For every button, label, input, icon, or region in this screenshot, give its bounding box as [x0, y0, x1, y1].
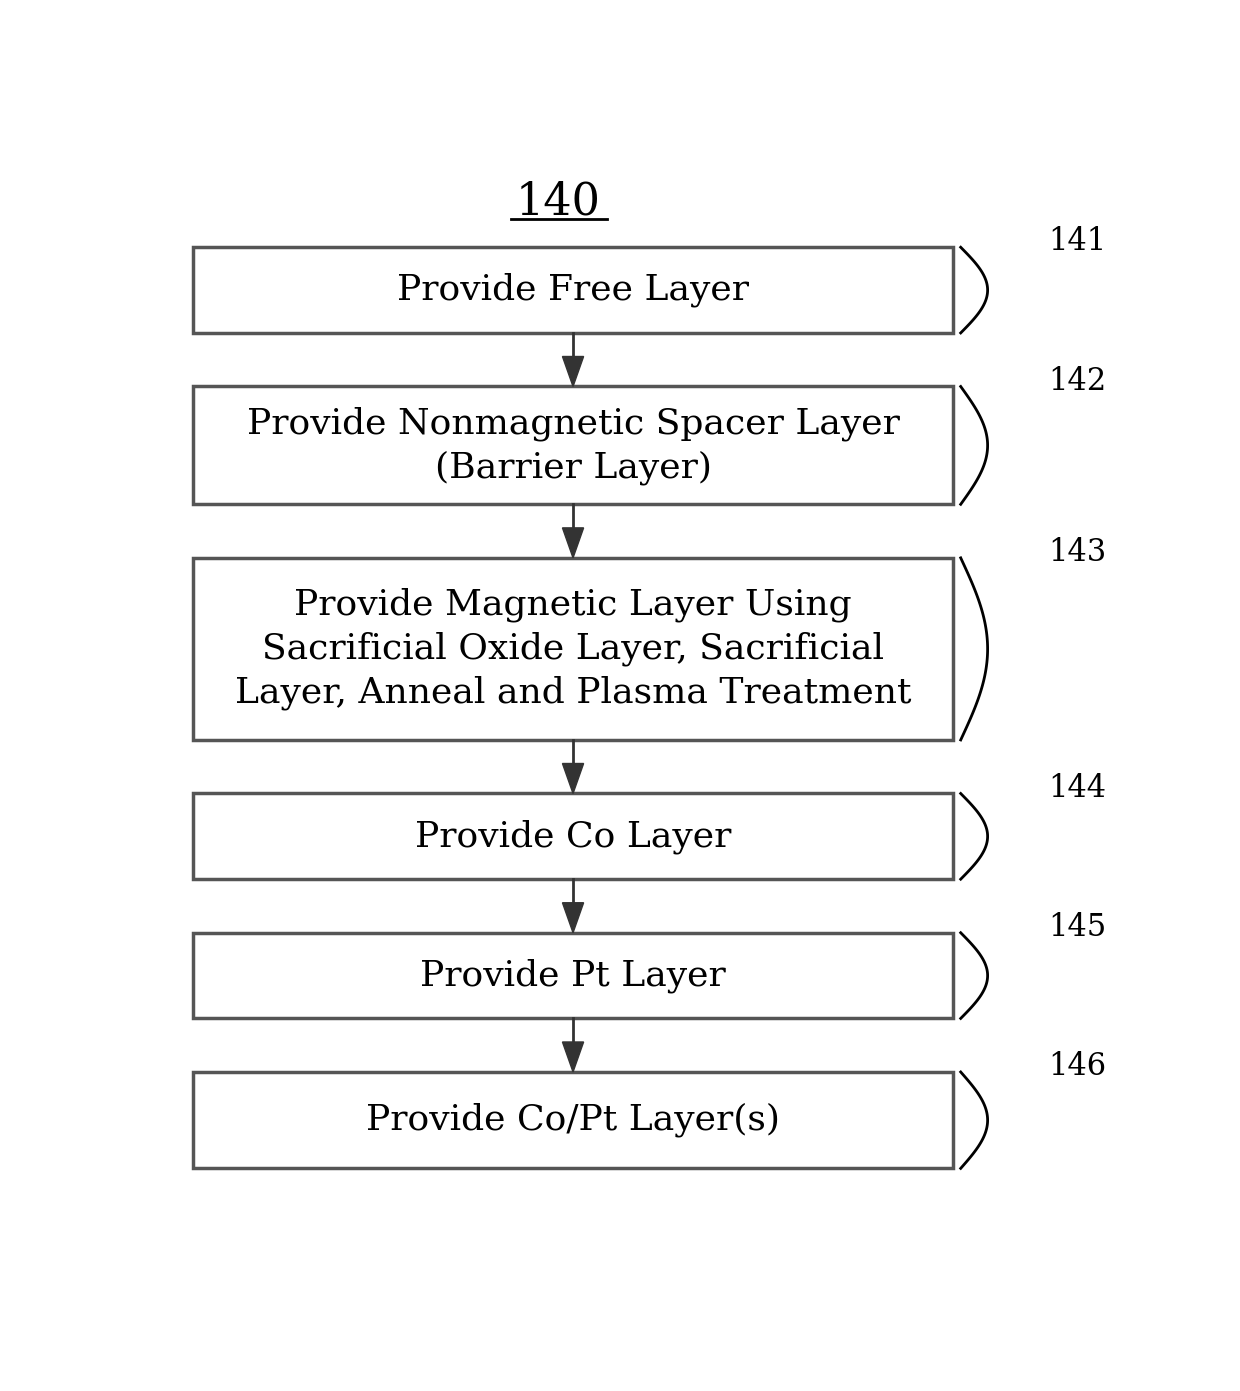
Text: 141: 141: [1049, 227, 1107, 257]
Text: Provide Co Layer: Provide Co Layer: [415, 819, 732, 854]
Bar: [193, 558, 952, 740]
Text: 145: 145: [1049, 912, 1107, 943]
Text: 140: 140: [516, 181, 601, 224]
Bar: [193, 248, 952, 332]
Text: 144: 144: [1049, 772, 1107, 804]
Text: Provide Magnetic Layer Using
Sacrificial Oxide Layer, Sacrificial
Layer, Anneal : Provide Magnetic Layer Using Sacrificial…: [234, 588, 911, 709]
Bar: [193, 387, 952, 505]
Bar: [193, 793, 952, 879]
Text: 143: 143: [1049, 537, 1107, 568]
Polygon shape: [563, 1042, 584, 1072]
Bar: [193, 1072, 952, 1168]
Text: Provide Co/Pt Layer(s): Provide Co/Pt Layer(s): [366, 1103, 780, 1138]
Text: Provide Pt Layer: Provide Pt Layer: [420, 958, 725, 993]
Polygon shape: [563, 903, 584, 933]
Text: 142: 142: [1049, 366, 1107, 396]
Polygon shape: [563, 527, 584, 558]
Polygon shape: [563, 764, 584, 793]
Polygon shape: [563, 356, 584, 387]
Text: 146: 146: [1049, 1052, 1107, 1082]
Bar: [193, 933, 952, 1018]
Text: Provide Nonmagnetic Spacer Layer
(Barrier Layer): Provide Nonmagnetic Spacer Layer (Barrie…: [247, 406, 899, 484]
Text: Provide Free Layer: Provide Free Layer: [397, 273, 749, 307]
